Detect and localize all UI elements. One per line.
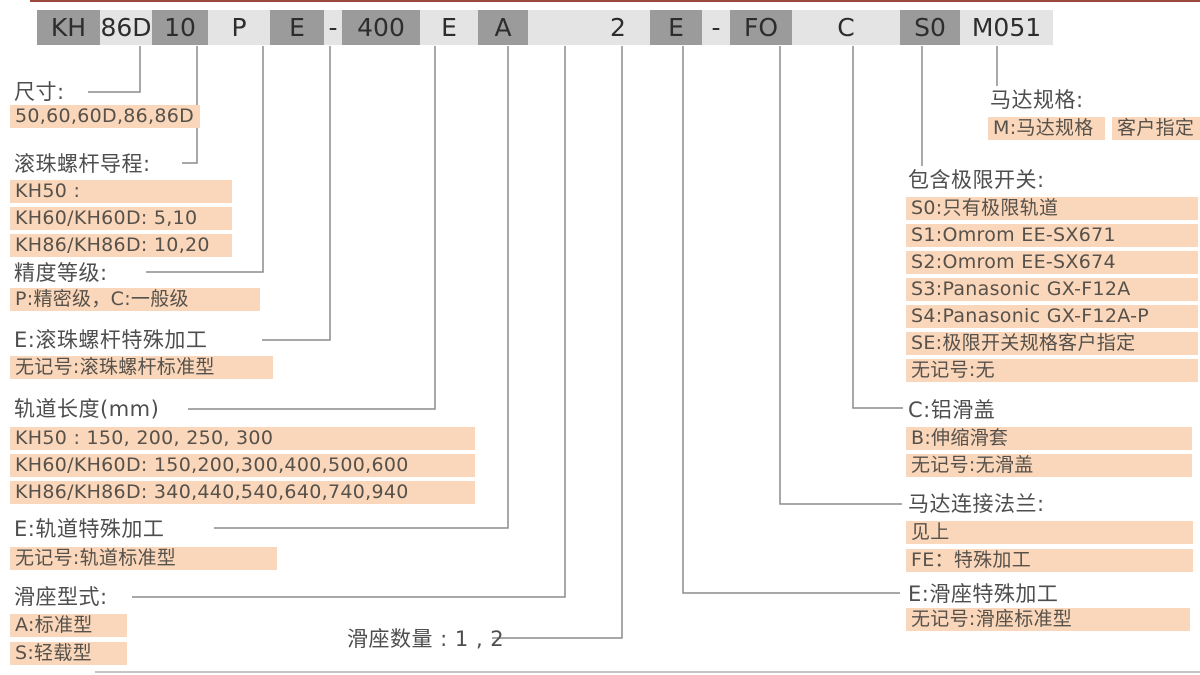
- screw-special-label: E:滚珠螺杆特殊加工: [14, 328, 208, 352]
- code-segment-dash-1: -: [328, 13, 338, 42]
- screw-lead-option: KH86/KH86D: 10,20: [10, 234, 232, 257]
- slider-type-option: A:标准型: [10, 614, 127, 637]
- limit-switch-option: SE:极限开关规格客户指定: [906, 332, 1198, 355]
- motor-spec-option: M:马达规格: [988, 117, 1105, 140]
- connector-slider-type: [132, 46, 566, 598]
- limit-switch-option: S4:Panasonic GX-F12A-P: [906, 305, 1198, 328]
- slider-special-option: 无记号:滑座标准型: [906, 608, 1190, 631]
- rail-length-option: KH50 : 150, 200, 250, 300: [10, 427, 475, 450]
- code-segment-flange: FO: [730, 10, 792, 45]
- connector-slider-special: [682, 46, 900, 594]
- cover-label: C:铝滑盖: [908, 398, 996, 422]
- code-segment-series: KH: [37, 10, 100, 45]
- connector-rail-length: [188, 46, 436, 410]
- screw-lead-label: 滚珠螺杆导程:: [14, 152, 151, 176]
- code-segment-limit-switch: S0: [900, 10, 960, 45]
- bottom-rule: [95, 671, 1200, 673]
- slider-count-label: 滑座数量 : 1 , 2: [347, 627, 505, 651]
- connector-screw-lead: [182, 46, 198, 164]
- rail-length-option: KH86/KH86D: 340,440,540,640,740,940: [10, 481, 475, 504]
- motor-spec-label: 马达规格:: [990, 88, 1084, 112]
- cover-option: 无记号:无滑盖: [906, 454, 1192, 477]
- connector-motor-flange: [779, 46, 902, 505]
- code-segment-dash-2: -: [711, 13, 721, 42]
- code-segment-rail-special: E: [441, 13, 457, 42]
- limit-switch-option: 无记号:无: [906, 359, 1198, 382]
- code-segment-rail-length: 400: [342, 10, 420, 45]
- code-segment-screw-special: E: [270, 10, 324, 45]
- code-segment-slider-special: E: [650, 10, 702, 45]
- slider-type-option: S:轻载型: [10, 642, 127, 665]
- connector-cover: [852, 46, 903, 409]
- slider-type-label: 滑座型式:: [14, 585, 108, 609]
- rail-length-option: KH60/KH60D: 150,200,300,400,500,600: [10, 454, 475, 477]
- screw-lead-option: KH60/KH60D: 5,10: [10, 207, 232, 230]
- cover-option: B:伸缩滑套: [906, 427, 1192, 450]
- accuracy-label: 精度等级:: [14, 261, 108, 285]
- limit-switch-option: S1:Omrom EE-SX671: [906, 224, 1198, 247]
- motor-spec-option: 客户指定: [1112, 117, 1200, 140]
- connector-rail-special: [214, 46, 509, 529]
- code-segment-accuracy: P: [231, 13, 247, 42]
- motor-flange-option: FE：特殊加工: [906, 549, 1193, 572]
- motor-flange-option: 见上: [906, 521, 1193, 544]
- connector-accuracy: [146, 46, 264, 273]
- accuracy-option: P:精密级，C:一般级: [10, 288, 260, 311]
- top-rule: [30, 0, 1200, 2]
- connector-screw-special: [262, 46, 331, 341]
- rail-length-label: 轨道长度(mm): [14, 397, 160, 421]
- limit-switch-option: S2:Omrom EE-SX674: [906, 251, 1198, 274]
- code-segment-cover: C: [837, 13, 855, 42]
- slider-special-label: E:滑座特殊加工: [908, 582, 1059, 606]
- code-segment-slider-type: A: [478, 10, 528, 45]
- screw-lead-option: KH50 :: [10, 180, 232, 203]
- limit-switch-option: S0:只有极限轨道: [906, 197, 1198, 220]
- code-segment-size: 86D: [100, 13, 152, 42]
- rail-special-option: 无记号:轨道标准型: [10, 547, 277, 570]
- size-option: 50,60,60D,86,86D: [10, 105, 200, 128]
- code-segment-lead: 10: [152, 10, 208, 45]
- rail-special-label: E:轨道特殊加工: [14, 517, 165, 541]
- code-segment-slider-count: 2: [610, 13, 626, 42]
- connector-slider-count: [492, 46, 623, 639]
- size-label: 尺寸:: [14, 80, 65, 104]
- code-segment-motor: M051: [971, 13, 1042, 42]
- limit-switch-label: 包含极限开关:: [908, 168, 1045, 192]
- connector-size: [88, 46, 141, 93]
- screw-special-option: 无记号:滚珠螺杆标准型: [10, 356, 273, 379]
- motor-flange-label: 马达连接法兰:: [908, 492, 1045, 516]
- limit-switch-option: S3:Panasonic GX-F12A: [906, 278, 1198, 301]
